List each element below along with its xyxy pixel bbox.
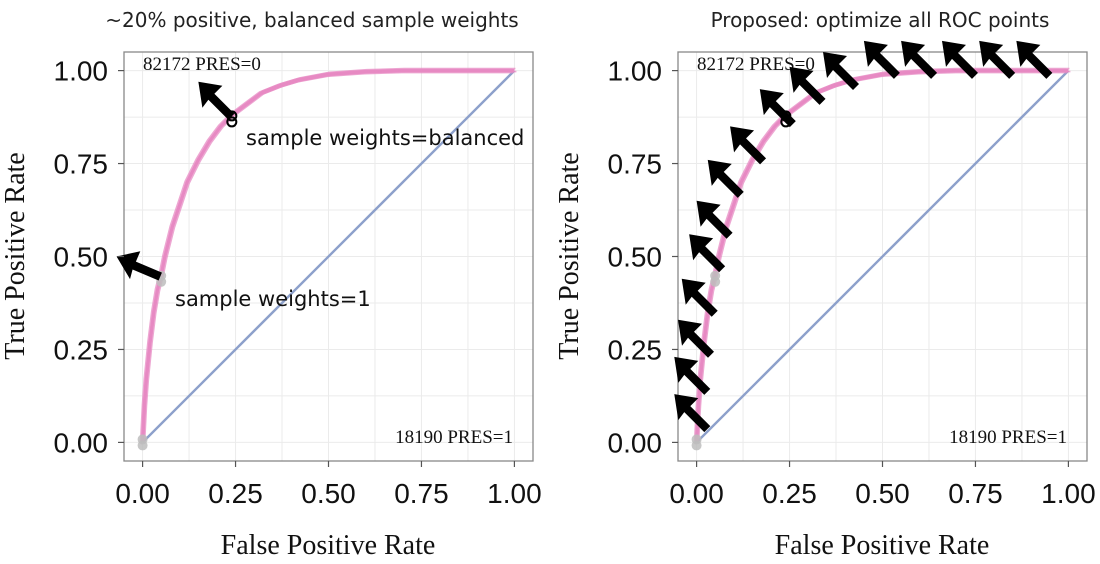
arrow-annotation bbox=[979, 40, 1016, 79]
panel-title: ~20% positive, balanced sample weights bbox=[105, 8, 518, 32]
x-axis-label: False Positive Rate bbox=[221, 530, 436, 559]
x-axis-label: False Positive Rate bbox=[775, 530, 990, 559]
y-tick-label: 0.25 bbox=[54, 334, 109, 365]
roc-series-line bbox=[143, 70, 517, 444]
diagonal-series bbox=[141, 69, 516, 444]
y-axis-ticks: 0.00 0.25 0.50 0.75 1.00 bbox=[54, 56, 109, 459]
y-tick-label: 1.00 bbox=[608, 56, 663, 87]
x-axis-ticks: 0.00 0.25 0.50 0.75 1.00 bbox=[669, 478, 1095, 509]
arrow-annotation bbox=[730, 126, 767, 165]
y-axis-label: True Positive Rate bbox=[554, 152, 585, 359]
roc-panel-right: Proposed: optimize all ROC points 82172 … bbox=[554, 8, 1096, 561]
arrow-annotation bbox=[116, 251, 162, 281]
x-tick-label: 0.50 bbox=[301, 478, 356, 509]
arrow-annotation bbox=[198, 81, 235, 120]
y-axis-ticks: 0.00 0.25 0.50 0.75 1.00 bbox=[608, 56, 663, 459]
y-axis-label: True Positive Rate bbox=[0, 152, 31, 359]
arrow-annotation bbox=[1016, 40, 1053, 79]
y-tick-label: 0.00 bbox=[608, 427, 663, 458]
arrow-annotation bbox=[696, 200, 733, 239]
x-tick-label: 0.75 bbox=[394, 478, 449, 509]
arrow-annotation bbox=[707, 159, 744, 198]
roc-point-balanced bbox=[226, 116, 238, 128]
roc-curve bbox=[139, 67, 517, 445]
diagonal-series bbox=[695, 69, 1070, 444]
tick-marks bbox=[672, 69, 1070, 467]
y-tick-label: 1.00 bbox=[54, 56, 109, 87]
arrow-annotation bbox=[674, 356, 711, 395]
x-tick-label: 1.00 bbox=[1041, 478, 1096, 509]
arrow-annotation bbox=[863, 40, 900, 79]
y-tick-label: 0.75 bbox=[608, 149, 663, 180]
roc-panel-left: ~20% positive, balanced sample weights 8… bbox=[0, 8, 542, 561]
diagonal-line bbox=[141, 69, 516, 444]
arrow-annotation bbox=[789, 66, 826, 105]
roc-point-grey bbox=[691, 440, 702, 451]
diagonal-line bbox=[695, 69, 1070, 444]
y-tick-label: 0.50 bbox=[54, 242, 109, 273]
arrow-annotation bbox=[674, 394, 711, 433]
annotation-balanced: sample weights=balanced bbox=[246, 126, 524, 150]
y-tick-label: 0.50 bbox=[608, 242, 663, 273]
x-tick-label: 0.50 bbox=[855, 478, 910, 509]
tick-marks bbox=[118, 69, 516, 467]
corner-label-top-left: 82172 PRES=0 bbox=[143, 54, 261, 75]
roc-series-line bbox=[697, 70, 1071, 444]
roc-series-line bbox=[142, 67, 516, 441]
corner-label-top-left: 82172 PRES=0 bbox=[697, 54, 815, 75]
arrow-annotation bbox=[901, 40, 938, 79]
x-axis-ticks: 0.00 0.25 0.50 0.75 1.00 bbox=[115, 478, 541, 509]
roc-point-grey bbox=[710, 276, 721, 287]
x-tick-label: 0.00 bbox=[669, 478, 724, 509]
y-tick-label: 0.25 bbox=[608, 334, 663, 365]
corner-label-bottom-right: 18190 PRES=1 bbox=[395, 427, 513, 448]
x-tick-label: 0.00 bbox=[115, 478, 170, 509]
arrow-annotation bbox=[941, 40, 978, 79]
roc-point-grey bbox=[137, 440, 148, 451]
y-tick-label: 0.00 bbox=[54, 427, 109, 458]
arrow-annotation bbox=[823, 52, 860, 90]
arrow-annotation bbox=[681, 278, 718, 317]
panel-title: Proposed: optimize all ROC points bbox=[711, 8, 1050, 32]
arrow-annotations bbox=[116, 81, 235, 281]
y-tick-label: 0.75 bbox=[54, 149, 109, 180]
x-tick-label: 0.25 bbox=[762, 478, 817, 509]
annotation-weights-1: sample weights=1 bbox=[175, 287, 371, 311]
arrow-annotation bbox=[678, 319, 714, 358]
roc-series-line bbox=[693, 68, 1067, 442]
x-tick-label: 0.75 bbox=[948, 478, 1003, 509]
corner-label-bottom-right: 18190 PRES=1 bbox=[949, 427, 1067, 448]
arrow-annotation bbox=[689, 234, 726, 273]
arrow-annotation bbox=[759, 89, 796, 128]
x-tick-label: 1.00 bbox=[487, 478, 542, 509]
arrow-annotations bbox=[674, 40, 1053, 433]
x-tick-label: 0.25 bbox=[208, 478, 263, 509]
